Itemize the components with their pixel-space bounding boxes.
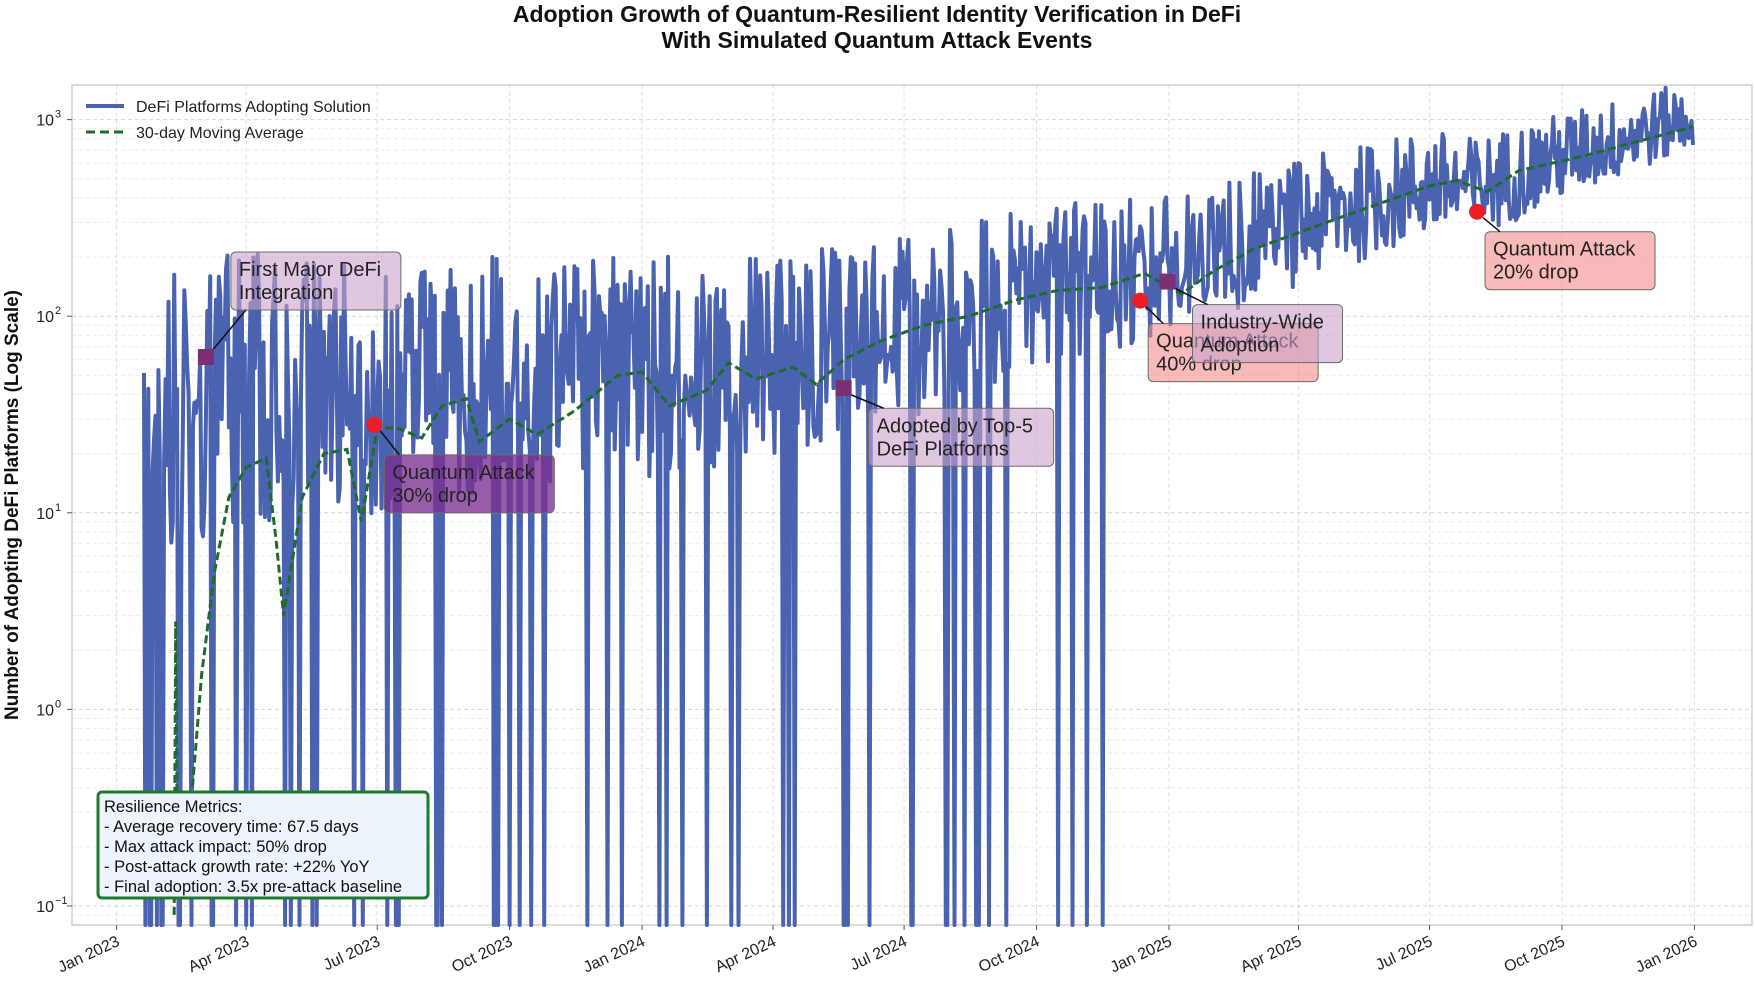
attack-marker	[1132, 292, 1149, 309]
annotation-box	[230, 251, 402, 311]
annotation-label-line-2: Integration	[239, 282, 334, 304]
annotation-arrow	[211, 309, 247, 352]
legend: DeFi Platforms Adopting Solution 30-day …	[86, 99, 371, 142]
annotation-arrow	[1173, 286, 1208, 306]
resilience-metrics-box: Resilience Metrics: - Average recovery t…	[96, 790, 430, 900]
annotation-label-line-1: Adopted by Top-5	[877, 415, 1033, 437]
y-tick-base: 10	[36, 899, 54, 916]
y-tick-exponent: 1	[55, 502, 61, 514]
metrics-line-final-adoption: - Final adoption: 3.5x pre-attack baseli…	[104, 878, 402, 896]
y-tick-exponent: −1	[55, 895, 68, 907]
y-tick-base: 10	[36, 309, 54, 326]
annotation-box	[1484, 231, 1656, 291]
y-tick-label: 10 3	[36, 109, 61, 130]
legend-label-adoption: DeFi Platforms Adopting Solution	[136, 99, 371, 116]
metrics-line-recovery-time: - Average recovery time: 67.5 days	[104, 818, 359, 836]
annotation-arrow	[379, 430, 400, 456]
chart-title-line-2: With Simulated Quantum Attack Events	[662, 27, 1093, 53]
attack-marker	[366, 416, 383, 433]
y-tick-exponent: 3	[55, 109, 61, 121]
attack-marker	[1469, 203, 1486, 220]
annotation-arrow	[1145, 306, 1164, 325]
metrics-line-max-impact: - Max attack impact: 50% drop	[104, 838, 327, 856]
milestone-marker	[197, 349, 214, 366]
annotation-label-line-1: Quantum Attack	[1493, 239, 1636, 261]
milestone-marker	[1159, 273, 1176, 290]
chart-title-line-1: Adoption Growth of Quantum-Resilient Ide…	[513, 1, 1241, 27]
annotation-box	[383, 454, 555, 514]
y-tick-label: 10 1	[36, 502, 61, 523]
annotation-label-line-2: 20% drop	[1493, 262, 1579, 284]
y-tick-label: 10 −1	[36, 895, 67, 916]
series-line-moving-average	[172, 125, 1694, 915]
metrics-line-title: Resilience Metrics:	[104, 798, 242, 816]
y-tick-exponent: 2	[55, 305, 61, 317]
y-axis-label: Number of Adopting DeFi Platforms (Log S…	[2, 290, 23, 720]
y-tick-base: 10	[36, 113, 54, 130]
annotation-arrow	[1482, 217, 1501, 233]
y-tick-base: 10	[36, 702, 54, 719]
annotation-label-line-1: Industry-Wide	[1201, 312, 1324, 334]
metrics-line-growth-rate: - Post-attack growth rate: +22% YoY	[104, 858, 370, 876]
milestone-marker	[835, 380, 852, 397]
annotation-box	[868, 407, 1055, 467]
annotation-box	[1192, 304, 1344, 364]
y-tick-base: 10	[36, 506, 54, 523]
legend-label-moving-average: 30-day Moving Average	[136, 125, 304, 142]
y-tick-exponent: 0	[55, 698, 61, 710]
metrics-box-frame	[96, 790, 430, 900]
annotation-label-line-2: DeFi Platforms	[877, 438, 1009, 460]
annotation-label-line-2: 30% drop	[392, 485, 478, 507]
annotation-label-line-1: Quantum Attack	[392, 462, 535, 484]
annotation-label-line-2: Adoption	[1201, 335, 1280, 357]
y-tick-label: 10 2	[36, 305, 61, 326]
y-tick-label: 10 0	[36, 698, 61, 719]
annotation-label-line-1: First Major DeFi	[239, 259, 381, 281]
annotation-arrow	[849, 393, 884, 409]
